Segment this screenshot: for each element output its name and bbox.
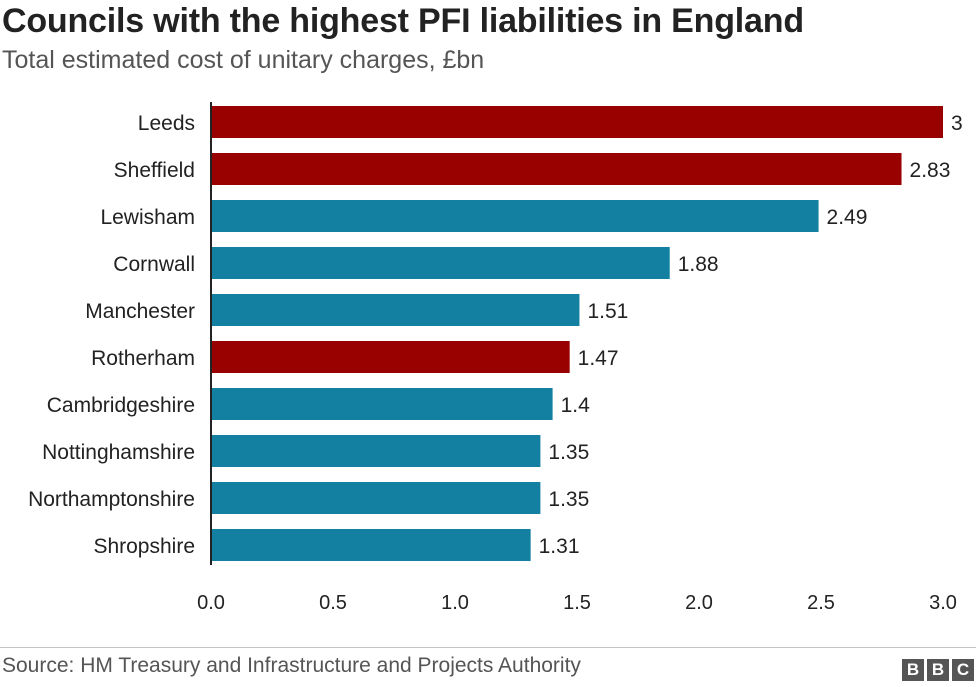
x-tick-label: 1.5 <box>563 592 591 614</box>
chart-title: Councils with the highest PFI liabilitie… <box>2 2 804 40</box>
category-label: Manchester <box>85 300 195 323</box>
category-label: Nottinghamshire <box>42 441 195 464</box>
x-tick-label: 0.5 <box>319 592 347 614</box>
value-labels: 3 2.83 2.49 1.88 1.51 1.47 1.4 1.35 1.35 1.31 <box>539 112 963 558</box>
x-axis-ticks: 0.0 0.5 1.0 1.5 2.0 2.5 3.0 <box>197 592 957 614</box>
category-label: Leeds <box>138 112 195 135</box>
category-label: Sheffield <box>114 159 195 182</box>
value-label: 1.35 <box>548 441 589 464</box>
source-note: Source: HM Treasury and Infrastructure a… <box>2 654 581 677</box>
bar-shropshire <box>211 529 531 561</box>
bar-nottinghamshire <box>211 435 541 467</box>
category-label: Lewisham <box>100 206 195 229</box>
bar-northamptonshire <box>211 482 541 514</box>
category-label: Rotherham <box>91 347 195 370</box>
value-label: 1.31 <box>539 535 580 558</box>
value-label: 1.88 <box>678 253 719 276</box>
bbc-logo-letter: B <box>902 659 924 681</box>
bar-rotherham <box>211 341 570 373</box>
value-label: 1.51 <box>587 300 628 323</box>
category-label: Cambridgeshire <box>47 394 195 417</box>
category-labels: Leeds Sheffield Lewisham Cornwall Manchester… <box>28 112 195 558</box>
category-label: Cornwall <box>113 253 195 276</box>
value-label: 2.49 <box>827 206 868 229</box>
category-label: Northamptonshire <box>28 488 195 511</box>
value-label: 2.83 <box>910 159 951 182</box>
x-tick-label: 3.0 <box>929 592 957 614</box>
value-label: 1.4 <box>561 394 591 417</box>
bars-layer <box>211 106 943 561</box>
value-label: 1.47 <box>578 347 619 370</box>
bar-chart: Leeds Sheffield Lewisham Cornwall Manchester… <box>28 102 963 614</box>
bar-manchester <box>211 294 580 326</box>
footer-divider <box>0 647 976 648</box>
chart-subtitle: Total estimated cost of unitary charges,… <box>2 46 485 74</box>
bbc-logo-letter: B <box>927 659 949 681</box>
category-label: Shropshire <box>93 535 195 558</box>
x-tick-label: 2.5 <box>807 592 835 614</box>
bbc-logo: B B C <box>902 659 974 681</box>
bar-cambridgeshire <box>211 388 553 420</box>
bar-lewisham <box>211 200 819 232</box>
bar-leeds <box>211 106 943 138</box>
value-label: 1.35 <box>548 488 589 511</box>
bar-cornwall <box>211 247 670 279</box>
bbc-logo-letter: C <box>952 659 974 681</box>
x-tick-label: 0.0 <box>197 592 225 614</box>
bar-sheffield <box>211 153 902 185</box>
value-label: 3 <box>951 112 963 135</box>
x-tick-label: 1.0 <box>441 592 469 614</box>
x-tick-label: 2.0 <box>685 592 713 614</box>
